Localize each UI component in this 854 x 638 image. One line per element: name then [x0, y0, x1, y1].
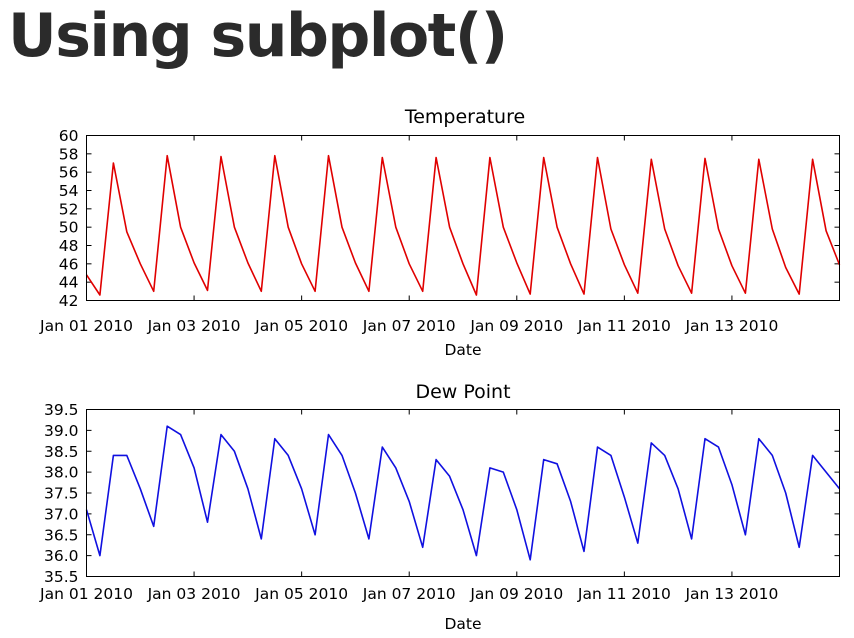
- y-tick-label: 39.5: [44, 401, 79, 419]
- temperature-title: Temperature: [404, 106, 525, 128]
- x-tick-label: Jan 03 2010: [147, 317, 241, 335]
- dew-point-lines: [85, 425, 841, 561]
- slide-title: Using subplot(): [8, 1, 508, 71]
- x-tick-label: Jan 03 2010: [147, 585, 241, 603]
- x-tick-label: Jan 11 2010: [577, 317, 671, 335]
- x-tick-label: Jan 13 2010: [684, 585, 778, 603]
- x-tick-label: Jan 07 2010: [362, 585, 456, 603]
- y-tick-label: 38.5: [44, 443, 79, 461]
- temperature-x-axis-label: Date: [444, 341, 481, 359]
- x-tick-label: Jan 09 2010: [469, 317, 563, 335]
- temperature-axes-frame: [86, 135, 840, 301]
- y-tick-label: 60: [59, 127, 79, 145]
- x-tick-label: Jan 01 2010: [39, 585, 133, 603]
- x-tick-label: Jan 09 2010: [469, 585, 563, 603]
- y-tick-label: 39.0: [44, 422, 79, 440]
- y-tick-label: 56: [59, 164, 79, 182]
- y-tick-label: 46: [59, 255, 79, 273]
- dew-point-x-ticks: Jan 01 2010 Jan 03 2010 Jan 05 2010 Jan 07 …: [39, 409, 778, 603]
- y-tick-label: 35.5: [44, 568, 79, 586]
- y-tick-label: 36.0: [44, 547, 79, 565]
- x-tick-label: Jan 13 2010: [684, 317, 778, 335]
- y-tick-label: 44: [59, 274, 79, 292]
- y-tick-label: 52: [59, 200, 79, 218]
- y-tick-label: 42: [59, 292, 79, 310]
- dew-point-title: Dew Point: [415, 381, 510, 403]
- y-tick-label: 50: [59, 219, 79, 237]
- dew-point-y-ticks: 35.5 36.0 36.5 37.0 37.5 38.0 38.5 39.0 39.5: [44, 401, 840, 586]
- dew-point-x-axis-label: Date: [444, 615, 481, 633]
- dew-point-subplot: Dew Point 35.5 36.0 36.5 37.0 37.5 38.0 38.5 39…: [39, 381, 841, 633]
- x-tick-label: Jan 01 2010: [39, 317, 133, 335]
- dew-point-axes-frame: [86, 409, 840, 577]
- y-tick-label: 38.0: [44, 464, 79, 482]
- series-line: [85, 154, 841, 296]
- temperature-lines: [85, 154, 841, 296]
- y-tick-label: 58: [59, 145, 79, 163]
- y-tick-label: 54: [59, 182, 79, 200]
- y-tick-label: 48: [59, 237, 79, 255]
- x-tick-label: Jan 05 2010: [254, 585, 348, 603]
- y-tick-label: 36.5: [44, 526, 79, 544]
- x-tick-label: Jan 05 2010: [254, 317, 348, 335]
- temperature-x-ticks: Jan 01 2010 Jan 03 2010 Jan 05 2010 Jan 07 …: [39, 135, 778, 335]
- x-tick-label: Jan 11 2010: [577, 585, 671, 603]
- y-tick-label: 37.0: [44, 505, 79, 523]
- series-line: [85, 425, 841, 561]
- x-tick-label: Jan 07 2010: [362, 317, 456, 335]
- y-tick-label: 37.5: [44, 485, 79, 503]
